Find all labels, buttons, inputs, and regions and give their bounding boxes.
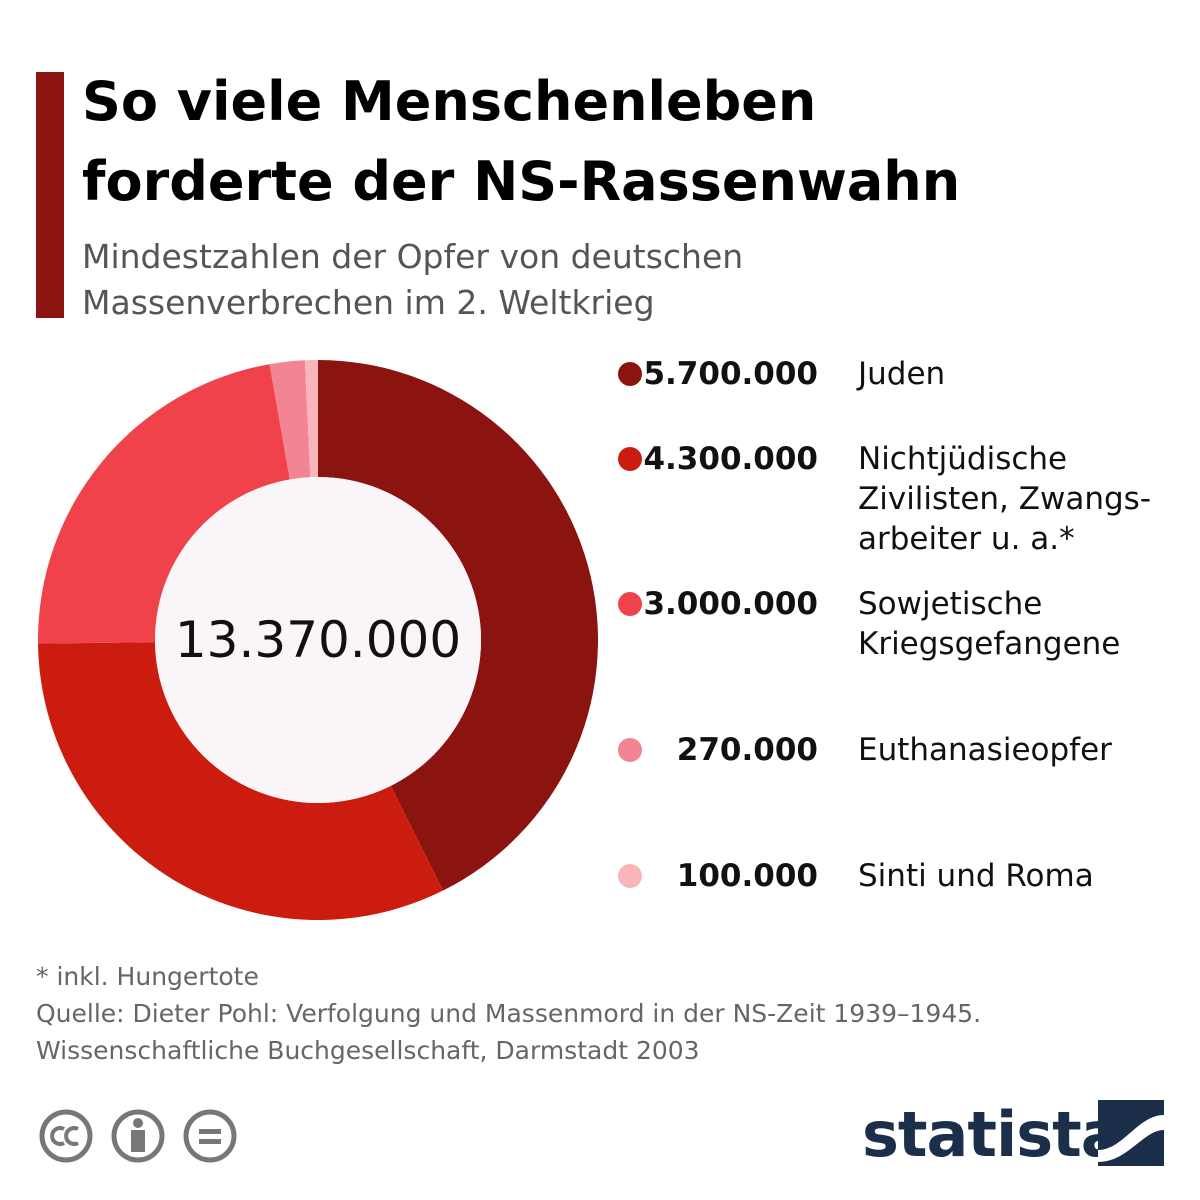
legend-marker	[618, 592, 642, 616]
subtitle-line: Mindestzahlen der Opfer von deutschen	[82, 237, 744, 276]
source: Wissenschaftliche Buchgesellschaft, Darm…	[36, 1036, 700, 1065]
source: Quelle: Dieter Pohl: Verfolgung und Mass…	[36, 999, 982, 1028]
value-label: 5.700.000	[643, 356, 818, 392]
value-label: 270.000	[676, 732, 818, 768]
title-line: So viele Menschenleben	[82, 70, 817, 133]
logo: statista	[862, 1098, 1123, 1171]
license-icons	[39, 1109, 237, 1163]
subtitle: Mindestzahlen der Opfer von deutschen Ma…	[82, 234, 743, 326]
legend-label: Nichtjüdische Zivilisten, Zwangs- arbeit…	[858, 441, 1152, 557]
donut-hole	[155, 477, 481, 803]
footer: * inkl. Hungertote Quelle: Dieter Pohl: …	[36, 958, 981, 1069]
legend-label: Sowjetische Kriegsgefangene	[858, 586, 1121, 662]
legend-label: Euthanasieopfer	[858, 732, 1112, 768]
subtitle-line: Massenverbrechen im 2. Weltkrieg	[82, 283, 655, 322]
donut-slice	[269, 360, 311, 480]
logo-icon	[1098, 1100, 1164, 1166]
legend-marker	[618, 362, 642, 386]
value-label: 100.000	[676, 858, 818, 894]
title: So viele Menschenleben forderte der NS-R…	[82, 62, 960, 222]
value-label: 4.300.000	[643, 441, 818, 477]
accent-bar	[36, 72, 64, 318]
footnote: * inkl. Hungertote	[36, 962, 259, 991]
value-label: 3.000.000	[643, 586, 818, 622]
legend-label: Juden	[858, 356, 946, 392]
center-label: 13.370.000	[175, 611, 461, 669]
title-line: forderte der NS-Rassenwahn	[82, 150, 961, 213]
legend-marker	[618, 738, 642, 762]
legend-label: Sinti und Roma	[858, 858, 1094, 894]
donut-slice	[38, 642, 444, 921]
donut-slice	[304, 360, 318, 478]
legend-marker	[618, 447, 642, 471]
legend-marker	[618, 864, 642, 888]
donut-slice	[318, 360, 599, 891]
donut-slice	[38, 364, 290, 644]
donut-chart: 13.370.000	[38, 360, 599, 921]
